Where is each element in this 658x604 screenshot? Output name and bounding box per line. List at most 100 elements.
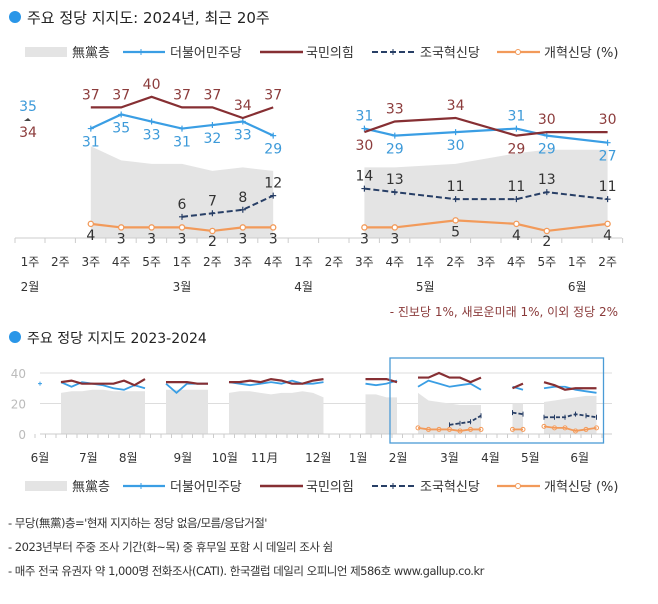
minjoo-data-label: 33	[143, 128, 161, 144]
rebuilding-marker	[239, 206, 246, 213]
minjoo-data-label: 29	[538, 142, 556, 158]
minjoo-data-label: 31	[173, 135, 191, 151]
minjoo-data-label: 33	[234, 128, 252, 144]
y-tick-label: 20	[11, 398, 26, 412]
nonpartisan-area	[90, 146, 274, 238]
ppp-data-label: 37	[112, 87, 130, 103]
month-label: 2월	[21, 280, 40, 294]
ppp-data-label: 34	[447, 98, 465, 114]
rebuilding-data-label: 7	[208, 193, 217, 209]
month-label: 1월	[349, 451, 368, 465]
month-label: 6월	[568, 280, 587, 294]
x-tick-label: 4주	[507, 255, 526, 269]
minjoo-marker	[604, 139, 611, 146]
month-label: 8월	[119, 451, 138, 465]
reform-line	[543, 425, 597, 432]
minjoo-line	[365, 379, 398, 387]
minjoo-marker	[118, 111, 125, 118]
reform-marker	[452, 217, 459, 224]
x-tick-label: 4주	[112, 255, 131, 269]
month-label: 2월	[389, 451, 408, 465]
month-label: 6월	[31, 451, 50, 465]
reform-marker	[178, 224, 186, 231]
legend-label-ppp: 국민의힘	[306, 480, 354, 495]
reform-data-label: 3	[147, 231, 156, 247]
minjoo-line	[364, 127, 608, 144]
rebuilding-marker	[543, 189, 550, 196]
reform-data-label: 3	[238, 231, 247, 247]
rebuilding-data-label: 11	[447, 179, 465, 195]
minjoo-marker	[209, 122, 216, 129]
top-legend: 無黨층 더불어민주당 국민의힘 조국혁신당 개혁신당 (%)	[25, 46, 618, 61]
rebuilding-line	[512, 411, 524, 416]
month-label: 11月	[251, 451, 278, 465]
y-tick-label: 40	[11, 367, 26, 381]
reform-marker	[148, 224, 155, 231]
minjoo-marker	[38, 381, 42, 386]
minjoo-marker	[452, 129, 459, 136]
bottom-chart: 0 20 40 6월 7월 8월 9월 10월 11月 12월 1월 2월 3월 4월 5월 6월	[11, 357, 612, 465]
rebuilding-marker	[391, 189, 398, 196]
reform-data-label: 3	[117, 231, 126, 247]
bottom-chart-title: 주요 정당 지지도 2023-2024	[9, 331, 207, 347]
title-bullet-icon	[9, 331, 21, 343]
nonpartisan-area	[61, 389, 145, 434]
legend-label-reform: 개혁신당 (%)	[544, 480, 618, 495]
ppp-line	[512, 382, 524, 390]
minjoo-marker	[391, 132, 398, 139]
month-label: 3월	[440, 451, 459, 465]
x-tick-label: 1주	[21, 255, 40, 269]
rebuilding-marker	[604, 196, 611, 203]
rebuilding-marker	[209, 210, 216, 217]
x-tick-label: 2주	[325, 255, 344, 269]
ppp-line	[543, 381, 597, 391]
minjoo-data-label: 27	[599, 149, 617, 165]
rebuilding-marker	[452, 196, 459, 203]
minjoo-marker	[270, 132, 277, 139]
nonpartisan-area	[166, 389, 208, 434]
ppp-line	[418, 371, 482, 384]
rebuilding-marker	[179, 213, 185, 220]
reform-marker	[513, 220, 520, 228]
minjoo-data-label: 31	[507, 109, 525, 125]
x-tick-label: 3주	[81, 255, 100, 269]
x-tick-label: 2주	[598, 255, 617, 269]
month-label: 12월	[305, 451, 331, 465]
reform-marker	[87, 220, 95, 228]
minjoo-data-label: 31	[355, 109, 373, 125]
ppp-data-label: 37	[264, 87, 282, 103]
month-label: 7월	[79, 451, 98, 465]
minjoo-data-label: 30	[447, 138, 465, 154]
legend-label-minjoo: 더불어민주당	[170, 480, 242, 495]
month-label: 4월	[294, 280, 313, 294]
ppp-line	[60, 378, 146, 387]
rebuilding-line	[449, 414, 482, 426]
ppp-data-label: 30	[538, 112, 556, 128]
legend-swatch-nonpartisan	[25, 481, 67, 491]
y-tick-label: 0	[18, 428, 26, 442]
nonpartisan-area	[364, 149, 608, 238]
bottom-legend: 無黨층 더불어민주당 국민의힘 조국혁신당 개혁신당 (%)	[25, 480, 618, 495]
x-tick-label: 3주	[355, 255, 374, 269]
reform-data-label: 3	[360, 231, 369, 247]
rebuilding-line	[364, 187, 608, 201]
ppp-data-label: 37	[203, 87, 221, 103]
reform-marker	[361, 224, 368, 231]
minjoo-data-label: 35	[19, 99, 37, 115]
legend-label-reform: 개혁신당 (%)	[544, 46, 618, 61]
reform-marker	[391, 224, 399, 231]
minjoo-data-label: 35	[112, 120, 130, 136]
reform-data-label: 2	[208, 234, 217, 250]
x-tick-label: 5주	[142, 255, 161, 269]
rebuilding-marker	[361, 185, 368, 192]
month-label: 6월	[570, 451, 589, 465]
minjoo-data-label: 29	[264, 142, 282, 158]
minjoo-marker	[239, 118, 246, 125]
legend-label-minjoo: 더불어민주당	[170, 46, 242, 61]
minjoo-line	[417, 379, 482, 391]
reform-line	[364, 219, 608, 233]
reform-data-label: 4	[603, 228, 612, 244]
reform-line	[417, 427, 481, 432]
x-tick-label: 3주	[233, 255, 252, 269]
x-tick-label: 5주	[537, 255, 556, 269]
